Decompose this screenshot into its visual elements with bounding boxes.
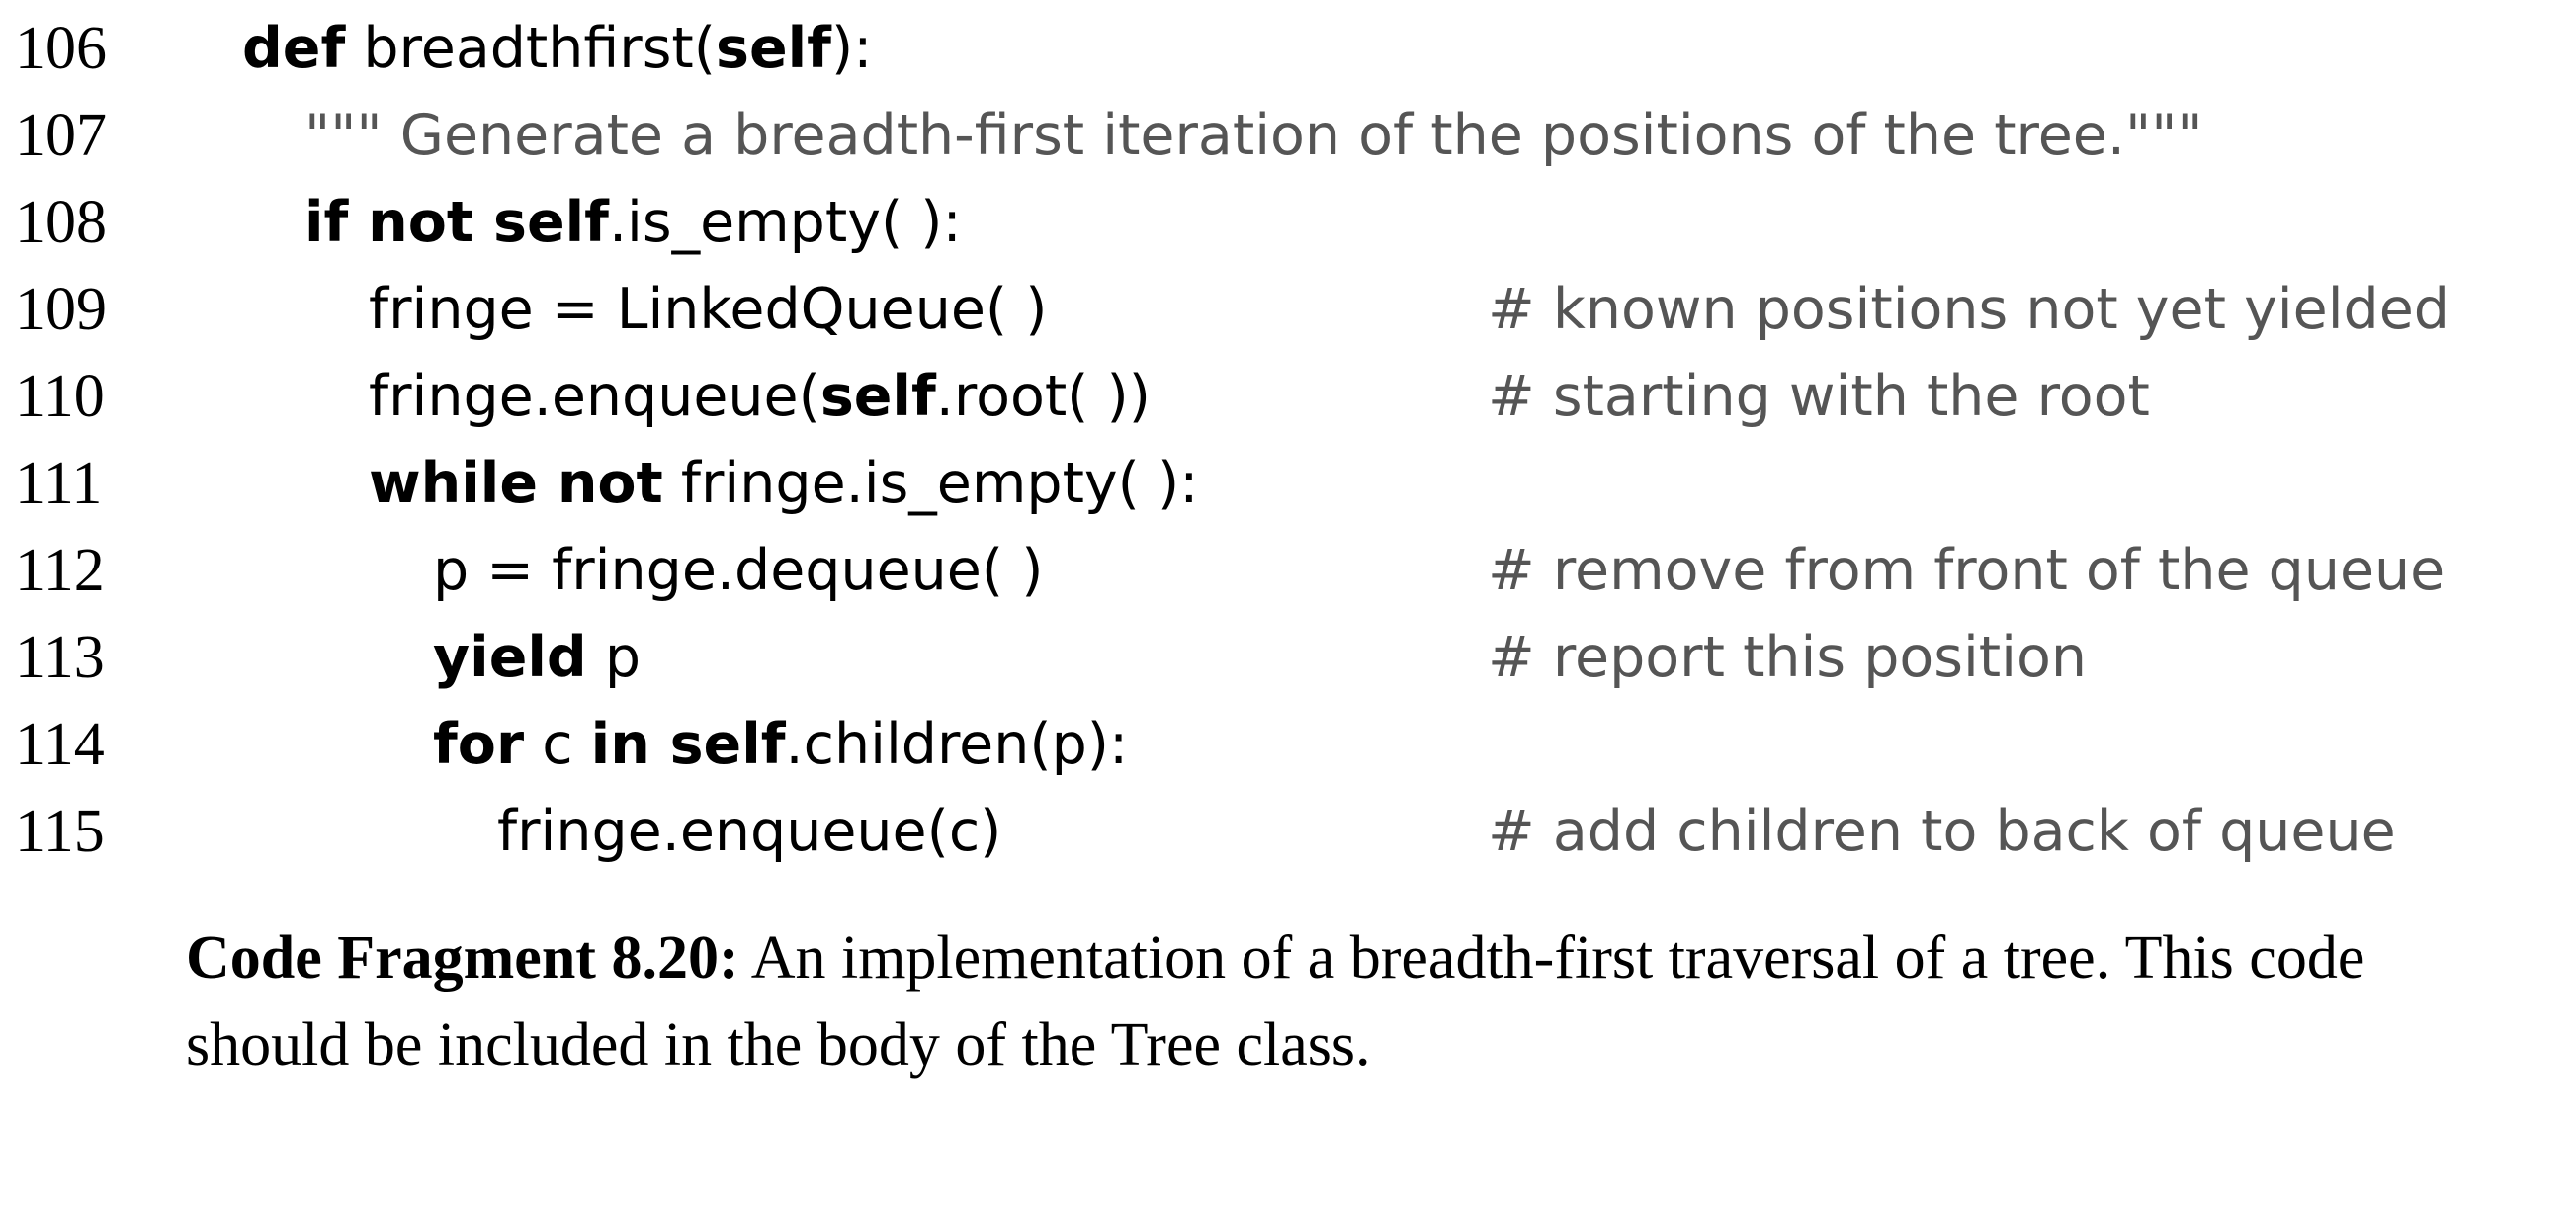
code-line: 107 """ Generate a breadth-first iterati… — [0, 92, 2576, 179]
line-number: 111 — [15, 450, 103, 517]
code-token: breadthfirst( — [345, 16, 717, 81]
caption-label: Code Fragment 8.20: — [186, 924, 739, 992]
line-number: 113 — [15, 624, 105, 691]
code-text: yield p — [433, 614, 641, 701]
code-comment: # report this position — [1488, 625, 2087, 690]
code-line: 106 def breadthfirst(self): — [0, 5, 2576, 92]
code-text: if not self.is_empty( ): — [304, 179, 962, 266]
code-line: 114 for c in self.children(p): — [0, 701, 2576, 788]
code-text: fringe = LinkedQueue( ) — [369, 266, 1048, 353]
line-number: 112 — [15, 537, 105, 604]
code-line: 109 fringe = LinkedQueue( ) # known posi… — [0, 266, 2576, 353]
line-number: 115 — [15, 798, 105, 865]
line-number: 110 — [15, 363, 105, 430]
code-token: ): — [830, 16, 873, 81]
code-token: p — [586, 625, 642, 690]
code-line: 111 while not fringe.is_empty( ): — [0, 440, 2576, 527]
code-token: fringe.enqueue(c) — [497, 799, 1002, 864]
code-caption: Code Fragment 8.20: An implementation of… — [186, 915, 2538, 1089]
code-comment: # remove from front of the queue — [1488, 538, 2446, 603]
code-line: 112 p = fringe.dequeue( ) # remove from … — [0, 527, 2576, 614]
line-number: 109 — [15, 276, 107, 343]
line-number: 107 — [15, 102, 107, 169]
code-text: fringe.enqueue(self.root( )) — [369, 353, 1151, 440]
keyword: for — [433, 712, 525, 777]
code-text: def breadthfirst(self): — [242, 5, 872, 92]
code-text: while not fringe.is_empty( ): — [369, 440, 1198, 527]
line-number: 106 — [15, 15, 107, 82]
keyword: while not — [369, 451, 663, 516]
code-comment: # known positions not yet yielded — [1488, 277, 2449, 342]
code-comment: # add children to back of queue — [1488, 799, 2396, 864]
code-token: fringe = LinkedQueue( ) — [369, 277, 1048, 342]
code-text: fringe.enqueue(c) — [497, 788, 1001, 875]
keyword: in self — [590, 712, 786, 777]
keyword: yield — [433, 625, 587, 690]
code-line: 110 fringe.enqueue(self.root( )) # start… — [0, 353, 2576, 440]
code-token: c — [524, 712, 591, 777]
code-line: 115 fringe.enqueue(c) # add children to … — [0, 788, 2576, 875]
code-token: fringe.is_empty( ): — [662, 451, 1199, 516]
line-number: 114 — [15, 711, 105, 778]
code-token: .root( )) — [935, 364, 1152, 429]
code-token: p = fringe.dequeue( ) — [433, 538, 1044, 603]
keyword: self — [819, 364, 936, 429]
code-line: 113 yield p # report this position — [0, 614, 2576, 701]
keyword: def — [242, 16, 346, 81]
keyword: self — [716, 16, 831, 81]
code-line: 108 if not self.is_empty( ): — [0, 179, 2576, 266]
code-text: p = fringe.dequeue( ) — [433, 527, 1043, 614]
line-number: 108 — [15, 189, 107, 256]
code-comment: # starting with the root — [1488, 364, 2150, 429]
caption-text: An implementation of a breadth-first tra… — [186, 924, 2365, 1079]
docstring: """ Generate a breadth-first iteration o… — [304, 103, 2203, 168]
code-token: .children(p): — [785, 712, 1129, 777]
code-token: fringe.enqueue( — [369, 364, 820, 429]
code-token: .is_empty( ): — [608, 190, 962, 255]
keyword: if not self — [304, 190, 609, 255]
code-text: for c in self.children(p): — [433, 701, 1128, 788]
